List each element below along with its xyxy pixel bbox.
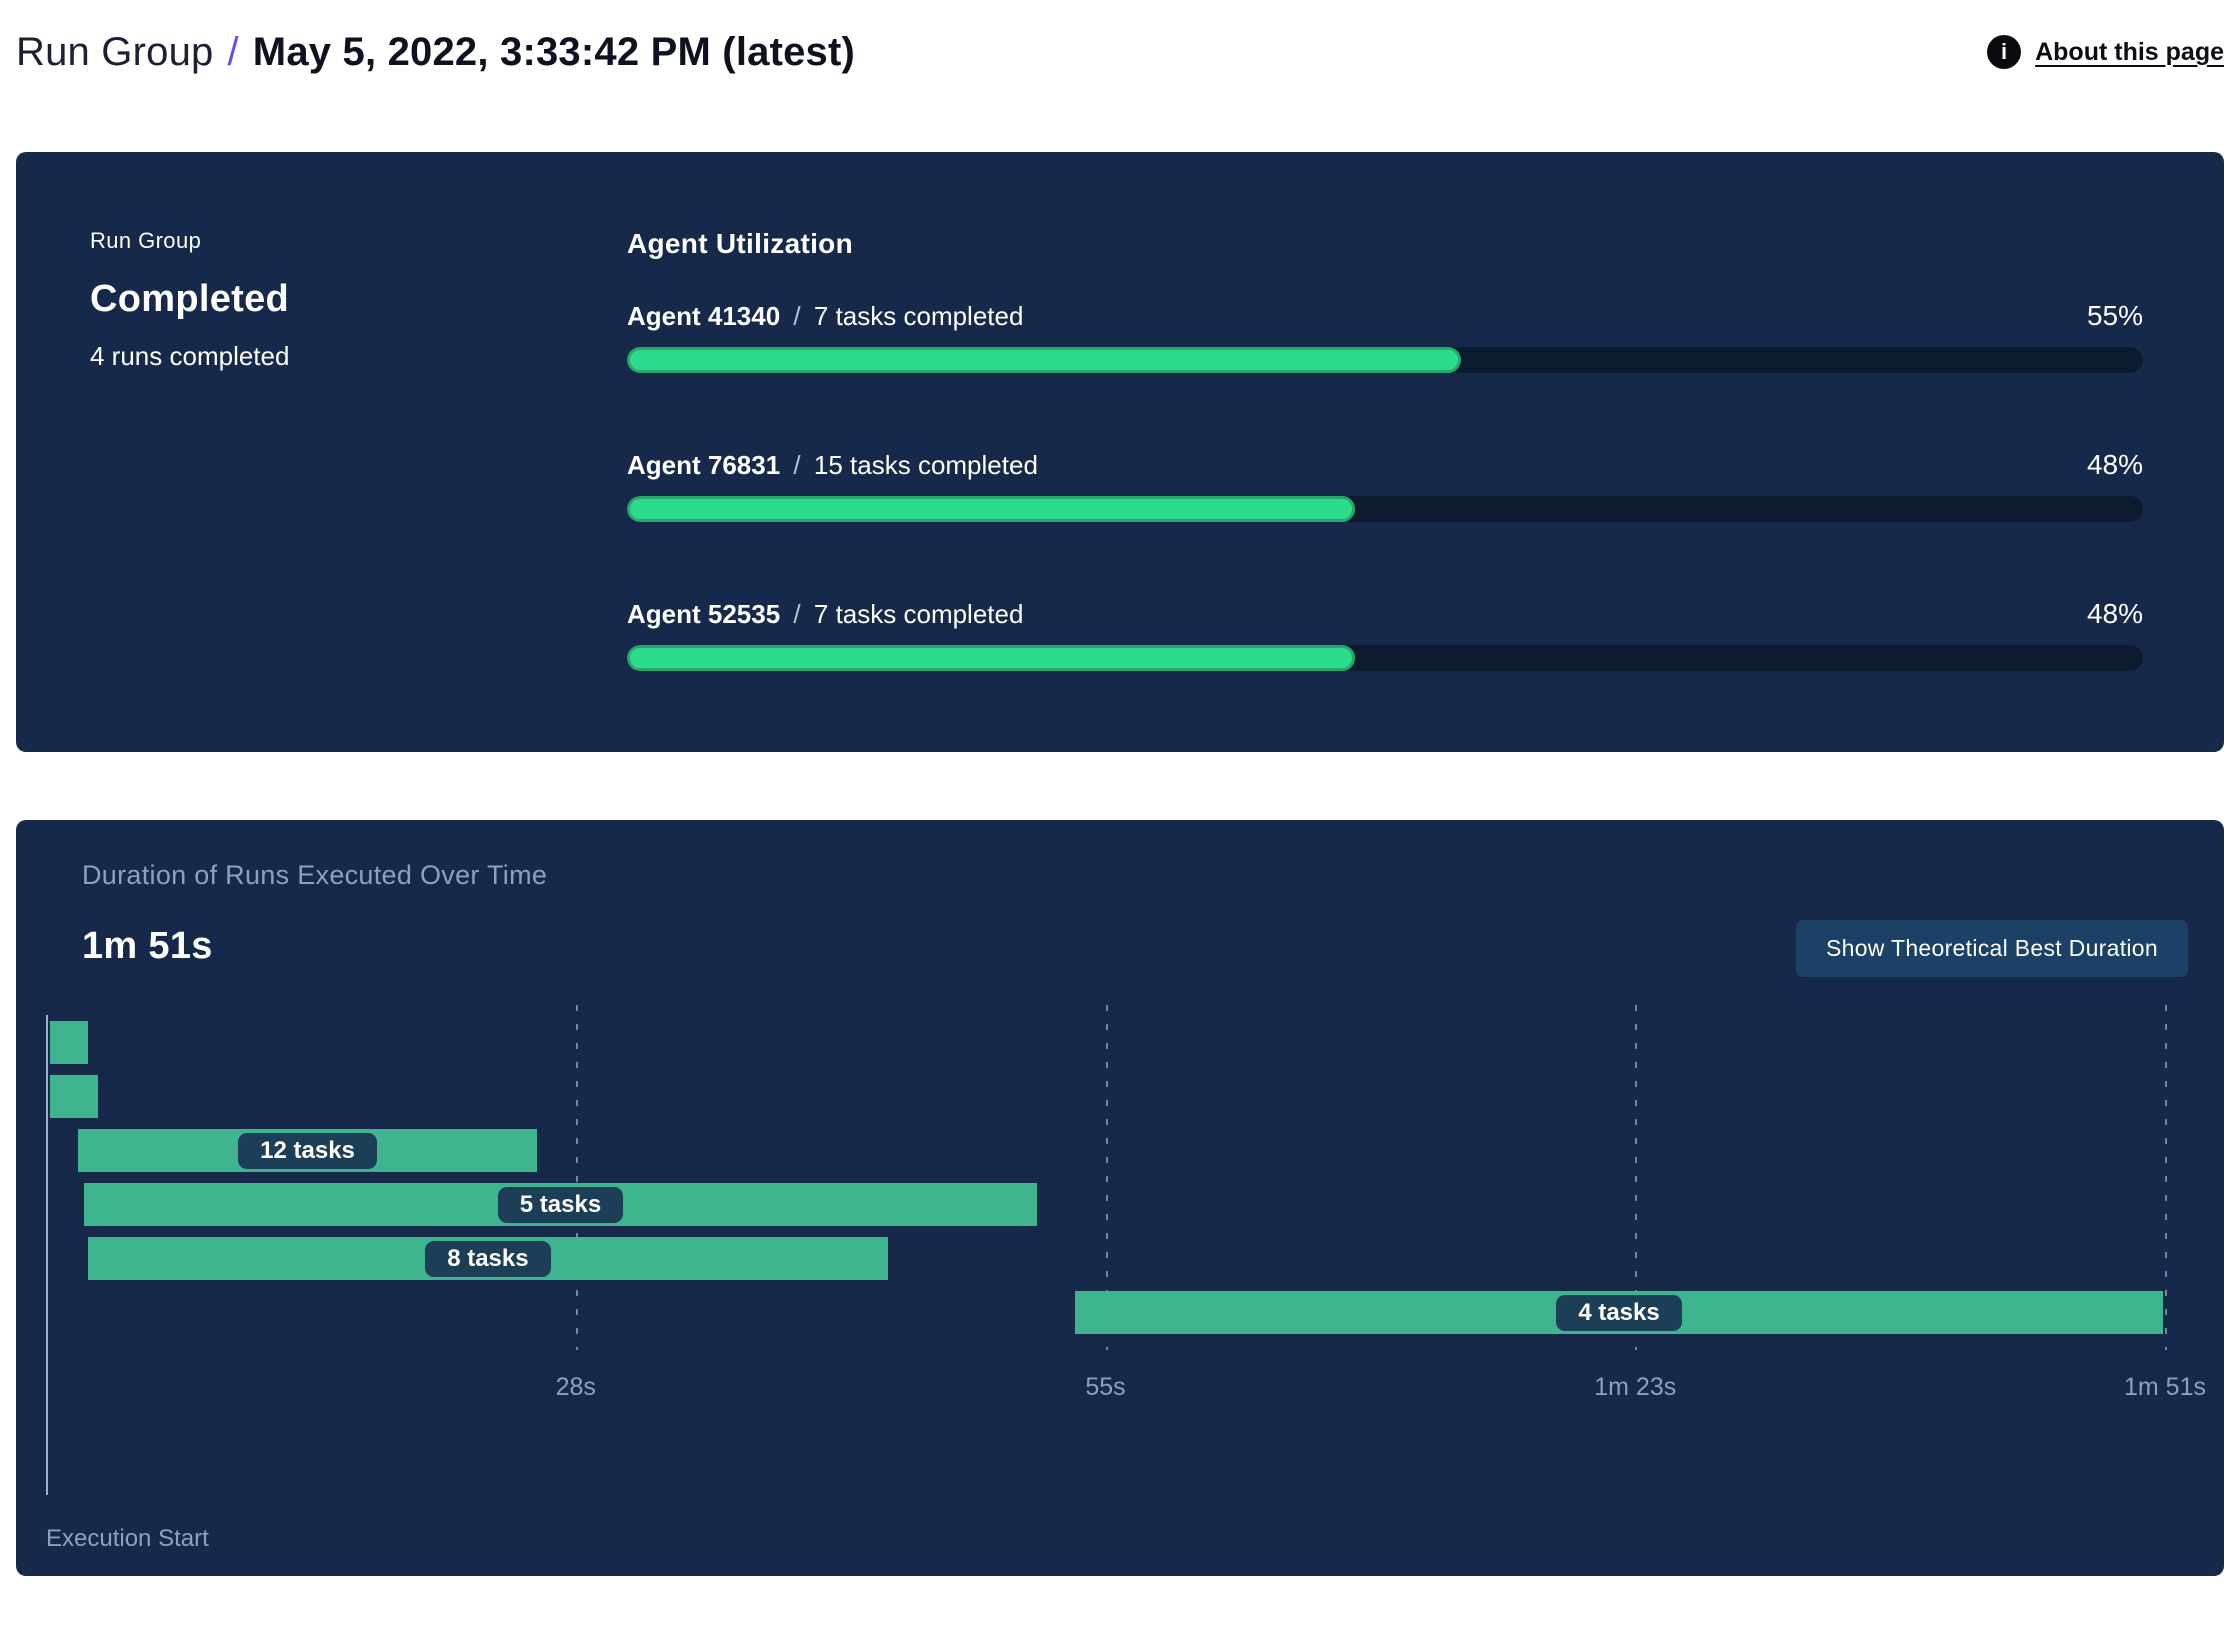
gridline-28s — [575, 1005, 578, 1350]
utilization-progress-track — [627, 645, 2143, 671]
axis-tick-label: 1m 51s — [2124, 1373, 2206, 1401]
agent-tasks-completed: 15 tasks completed — [813, 450, 1038, 480]
utilization-percent: 48% — [2086, 449, 2143, 480]
run-bar: 12 tasks — [78, 1129, 537, 1172]
agent-name: Agent 76831 — [627, 450, 781, 480]
run-group-label: Run Group — [90, 228, 202, 253]
info-icon: i — [1987, 35, 2022, 69]
task-count-badge: 5 tasks — [497, 1186, 624, 1223]
gantt-chart: 12 tasks 5 tasks 8 tasks 4 tasks 28s 55s — [46, 1005, 2206, 1565]
run-bar: 4 tasks — [1074, 1291, 2164, 1334]
agent-label-separator: / — [793, 599, 801, 629]
page-header: Run Group / May 5, 2022, 3:33:42 PM (lat… — [0, 0, 2240, 86]
page-title-date: May 5, 2022, 3:33:42 PM (latest) — [252, 29, 856, 74]
run-group-status: Completed — [90, 278, 290, 320]
breadcrumb-separator: / — [227, 29, 239, 74]
gridline-1m23s — [1635, 1005, 1638, 1350]
gridline-1m51s — [2165, 1005, 2167, 1350]
agent-utilization-row: Agent 41340 / 7 tasks completed 55% — [627, 300, 2143, 373]
run-bar: 5 tasks — [84, 1183, 1037, 1226]
agent-utilization-row: Agent 76831 / 15 tasks completed 48% — [627, 449, 2143, 522]
runs-completed-count: 4 runs completed — [90, 341, 290, 371]
breadcrumb-run-group: Run Group — [16, 29, 214, 74]
agent-utilization-section: Agent Utilization Agent 41340 / 7 tasks … — [627, 228, 2143, 752]
gantt-row: 8 tasks — [46, 1237, 2165, 1280]
run-group-status-block: Run Group Completed 4 runs completed — [90, 228, 627, 752]
agent-name: Agent 41340 — [627, 301, 781, 331]
show-theoretical-best-duration-button[interactable]: Show Theoretical Best Duration — [1795, 920, 2188, 977]
task-count-badge: 8 tasks — [425, 1240, 551, 1277]
about-this-page-link[interactable]: i About this page — [1987, 35, 2224, 69]
agent-label-separator: / — [793, 301, 801, 331]
about-this-page-label: About this page — [2035, 37, 2224, 66]
agent-label-separator: / — [793, 450, 801, 480]
utilization-progress-track — [627, 496, 2143, 522]
duration-chart-title: Duration of Runs Executed Over Time — [82, 860, 548, 890]
gantt-row — [46, 1021, 2165, 1064]
total-duration-value: 1m 51s — [82, 925, 213, 967]
gantt-row: 4 tasks — [46, 1291, 2165, 1334]
run-group-summary-panel: Run Group Completed 4 runs completed Age… — [16, 152, 2224, 752]
gridline-55s — [1105, 1005, 1108, 1350]
agent-tasks-completed: 7 tasks completed — [813, 301, 1024, 331]
task-count-badge: 12 tasks — [238, 1132, 377, 1169]
agent-utilization-row: Agent 52535 / 7 tasks completed 48% — [627, 598, 2143, 671]
task-count-badge: 4 tasks — [1556, 1294, 1682, 1331]
utilization-progress-track — [627, 347, 2143, 373]
axis-tick-label: 55s — [1085, 1373, 1126, 1401]
agent-utilization-title: Agent Utilization — [627, 228, 853, 259]
page-title: Run Group / May 5, 2022, 3:33:42 PM (lat… — [16, 30, 855, 75]
run-bar — [49, 1075, 98, 1118]
utilization-progress-fill — [627, 496, 1355, 522]
duration-chart-panel: Duration of Runs Executed Over Time 1m 5… — [16, 820, 2224, 1576]
gantt-row: 12 tasks — [46, 1129, 2165, 1172]
agent-tasks-completed: 7 tasks completed — [813, 599, 1024, 629]
gantt-rows: 12 tasks 5 tasks 8 tasks 4 tasks — [46, 1021, 2165, 1345]
gantt-row: 5 tasks — [46, 1183, 2165, 1226]
utilization-percent: 55% — [2086, 300, 2143, 331]
run-bar — [49, 1021, 88, 1064]
utilization-progress-fill — [627, 347, 1461, 373]
utilization-percent: 48% — [2086, 598, 2143, 629]
agent-label: Agent 76831 / 15 tasks completed — [627, 450, 1038, 481]
execution-start-axis-line — [46, 1015, 48, 1495]
utilization-progress-fill — [627, 645, 1355, 671]
axis-tick-label: 1m 23s — [1594, 1373, 1677, 1401]
execution-start-label: Execution Start — [46, 1525, 209, 1552]
agent-label: Agent 52535 / 7 tasks completed — [627, 599, 1023, 630]
duration-chart-header: Duration of Runs Executed Over Time 1m 5… — [16, 820, 2224, 977]
run-bar: 8 tasks — [87, 1237, 888, 1280]
agent-name: Agent 52535 — [627, 599, 781, 629]
gantt-row — [46, 1075, 2165, 1118]
axis-tick-label: 28s — [555, 1373, 596, 1401]
agent-label: Agent 41340 / 7 tasks completed — [627, 301, 1023, 332]
